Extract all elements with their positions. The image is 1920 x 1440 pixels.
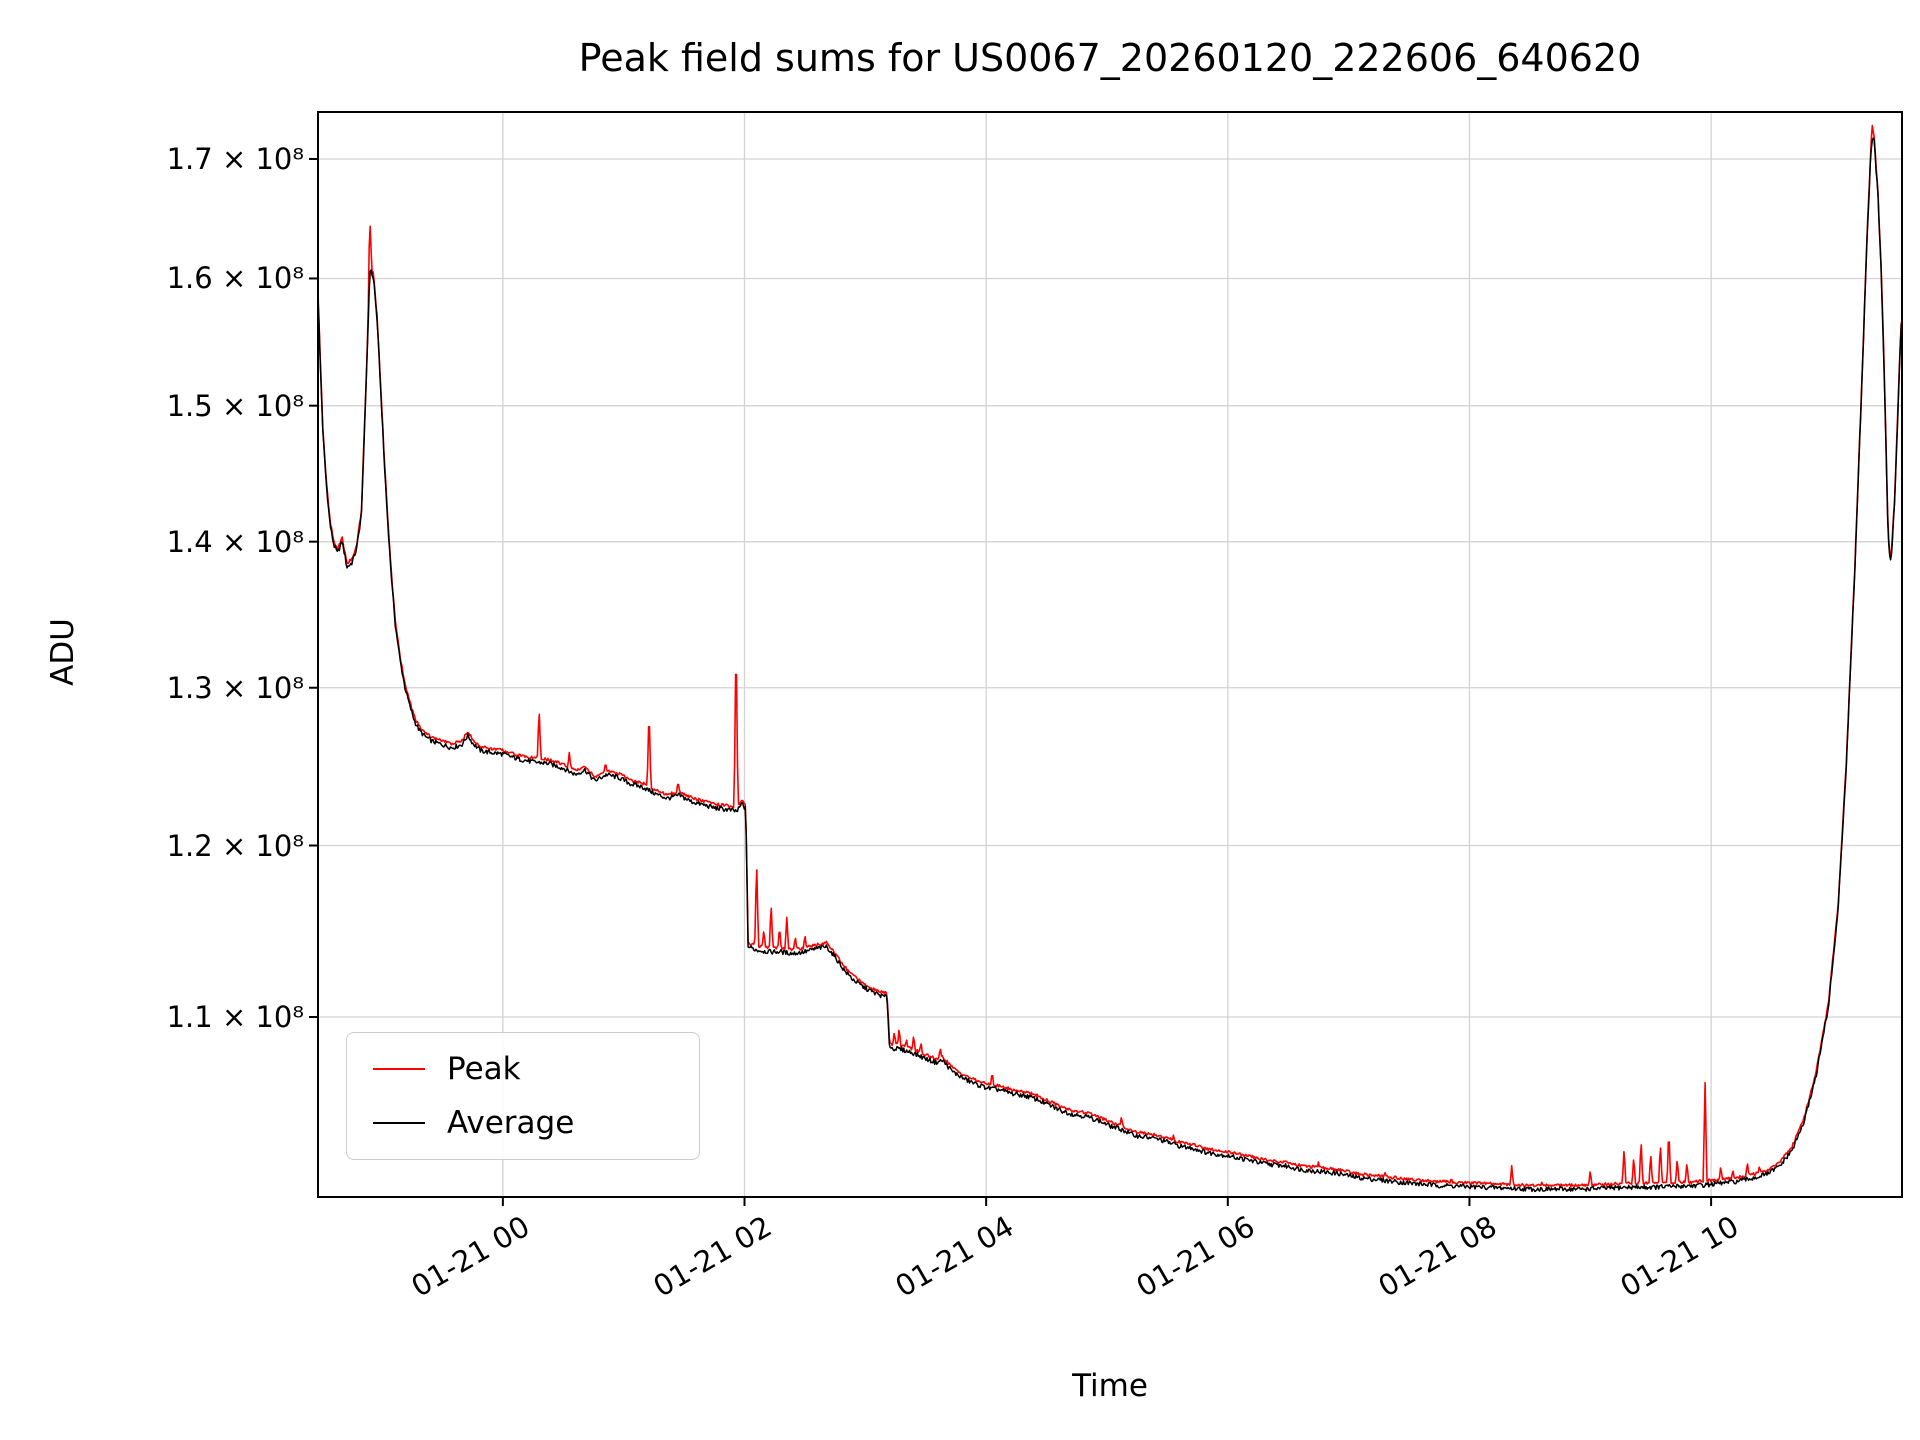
legend: Peak Average [346,1032,700,1160]
legend-label-peak: Peak [447,1051,521,1087]
legend-item-average: Average [373,1103,673,1143]
plot-border [317,111,1903,1198]
legend-item-peak: Peak [373,1049,673,1089]
y-axis-label: ADU [45,618,81,686]
legend-peak-line-swatch [373,1068,425,1070]
chart-title: Peak field sums for US0067_20260120_2226… [578,36,1642,80]
series-peak-line [317,124,1903,1188]
legend-label-average: Average [447,1105,575,1141]
legend-average-line-swatch [373,1122,425,1124]
series-average-line [317,137,1903,1193]
x-axis-label: Time [1072,1368,1148,1404]
